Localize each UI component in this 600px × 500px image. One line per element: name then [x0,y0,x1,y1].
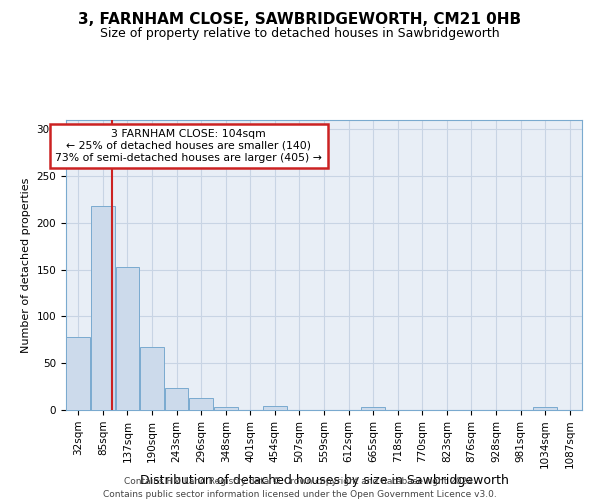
Text: 3, FARNHAM CLOSE, SAWBRIDGEWORTH, CM21 0HB: 3, FARNHAM CLOSE, SAWBRIDGEWORTH, CM21 0… [79,12,521,28]
Bar [91,206,115,410]
Text: Contains HM Land Registry data © Crown copyright and database right 2024.: Contains HM Land Registry data © Crown c… [124,478,476,486]
Y-axis label: Number of detached properties: Number of detached properties [21,178,31,352]
Bar [361,407,385,410]
Bar [189,398,213,410]
Text: Size of property relative to detached houses in Sawbridgeworth: Size of property relative to detached ho… [100,28,500,40]
Bar [533,407,557,410]
Bar [214,407,238,410]
Bar [140,348,164,410]
Text: 3 FARNHAM CLOSE: 104sqm
← 25% of detached houses are smaller (140)
73% of semi-d: 3 FARNHAM CLOSE: 104sqm ← 25% of detache… [55,130,322,162]
Bar [67,337,90,410]
Bar [164,388,188,410]
Bar [116,267,139,410]
X-axis label: Distribution of detached houses by size in Sawbridgeworth: Distribution of detached houses by size … [140,474,508,487]
Bar [263,406,287,410]
Text: Contains public sector information licensed under the Open Government Licence v3: Contains public sector information licen… [103,490,497,499]
